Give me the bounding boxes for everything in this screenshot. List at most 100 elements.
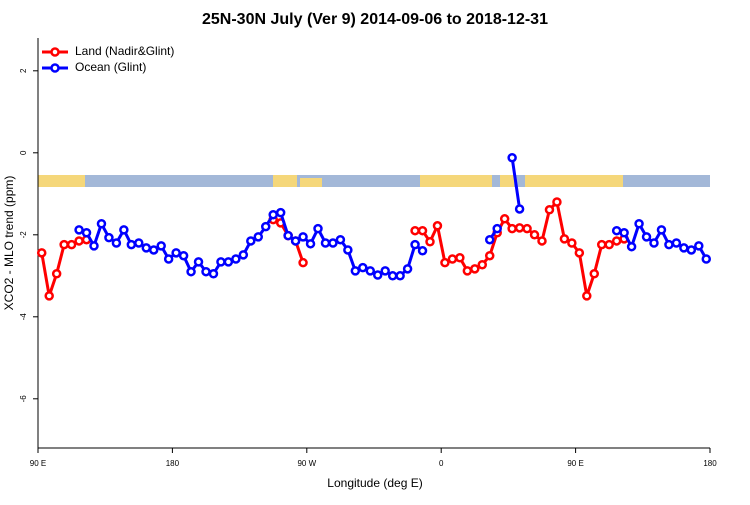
data-point	[320, 238, 331, 248]
data-point	[201, 266, 211, 277]
data-point	[89, 241, 99, 251]
data-point	[455, 253, 465, 263]
data-point	[544, 205, 555, 215]
data-point	[701, 254, 712, 264]
data-point	[156, 241, 166, 251]
data-point	[186, 266, 196, 277]
data-point	[410, 225, 420, 236]
x-tick-label: 180	[166, 459, 180, 468]
legend-label: Ocean (Glint)	[75, 60, 146, 74]
legend-label: Land (Nadir&Glint)	[75, 44, 174, 58]
data-point	[358, 262, 368, 273]
data-point	[134, 238, 144, 248]
y-tick-label: -4	[19, 313, 28, 321]
data-point	[372, 270, 383, 280]
y-axis-label: XCO2 - MLO trend (ppm)	[2, 176, 16, 311]
data-point	[589, 269, 600, 279]
data-point	[238, 250, 249, 260]
data-point	[611, 225, 622, 236]
data-point	[148, 245, 159, 255]
data-point	[365, 266, 376, 276]
x-axis-label: Longitude (deg E)	[327, 476, 422, 490]
land-band	[38, 175, 85, 187]
data-point	[119, 225, 129, 235]
data-point	[694, 241, 704, 251]
data-point	[559, 234, 570, 244]
data-point	[514, 223, 525, 233]
x-tick-label: 90 W	[297, 459, 316, 468]
data-point	[425, 237, 435, 247]
data-point	[664, 239, 674, 250]
data-point	[74, 225, 84, 235]
x-tick-label: 0	[439, 459, 444, 468]
data-point	[440, 257, 450, 268]
data-point	[141, 243, 152, 253]
data-point	[283, 230, 293, 241]
data-point	[484, 250, 495, 261]
data-point	[514, 204, 525, 214]
data-point	[96, 218, 107, 229]
data-point	[462, 266, 473, 276]
x-tick-label: 90 E	[30, 459, 46, 468]
data-point	[171, 248, 181, 258]
data-point	[649, 238, 659, 248]
data-point	[619, 228, 629, 238]
data-point	[567, 238, 577, 248]
data-point	[178, 250, 189, 261]
data-point	[507, 152, 517, 163]
data-point	[380, 266, 390, 276]
data-point	[126, 239, 137, 250]
data-point	[507, 223, 517, 234]
data-point	[66, 239, 77, 250]
data-point	[268, 209, 278, 220]
data-point	[395, 271, 405, 281]
data-point	[275, 207, 286, 218]
data-point	[163, 254, 174, 264]
data-point	[626, 241, 637, 252]
legend: Land (Nadir&Glint) Ocean (Glint)	[42, 44, 174, 74]
data-point	[432, 221, 443, 231]
data-point	[216, 257, 226, 267]
data-point	[552, 197, 562, 207]
data-point	[290, 236, 301, 246]
legend-marker	[50, 47, 60, 57]
data-point	[51, 269, 62, 279]
data-point	[679, 243, 689, 253]
data-point	[246, 236, 256, 246]
data-point	[492, 223, 502, 234]
y-tick-label: -2	[19, 231, 28, 239]
data-point	[231, 254, 241, 264]
y-tick-label: 2	[19, 68, 28, 73]
data-point	[223, 257, 234, 267]
data-point	[499, 214, 510, 224]
data-point	[470, 264, 480, 274]
data-point	[484, 234, 495, 245]
data-point	[410, 239, 420, 250]
land-band	[300, 178, 322, 187]
data-point	[522, 223, 532, 234]
data-point	[641, 232, 652, 242]
data-point	[604, 239, 614, 250]
data-point	[343, 245, 353, 255]
data-point	[634, 218, 644, 229]
data-point	[260, 221, 271, 232]
data-point	[44, 291, 54, 301]
data-point	[574, 248, 585, 258]
y-tick-label: 0	[19, 150, 28, 155]
data-point	[111, 238, 122, 248]
data-point	[686, 245, 697, 255]
data-point	[305, 239, 316, 249]
data-point	[417, 225, 428, 236]
data-point	[104, 232, 114, 243]
data-point	[582, 291, 592, 301]
data-point	[328, 238, 338, 248]
data-point	[447, 254, 458, 264]
data-point	[74, 236, 84, 246]
data-point	[529, 230, 540, 240]
data-point	[208, 269, 219, 279]
data-point	[59, 239, 69, 250]
data-point	[253, 232, 264, 242]
data-point	[298, 232, 308, 242]
land-band	[500, 175, 514, 187]
